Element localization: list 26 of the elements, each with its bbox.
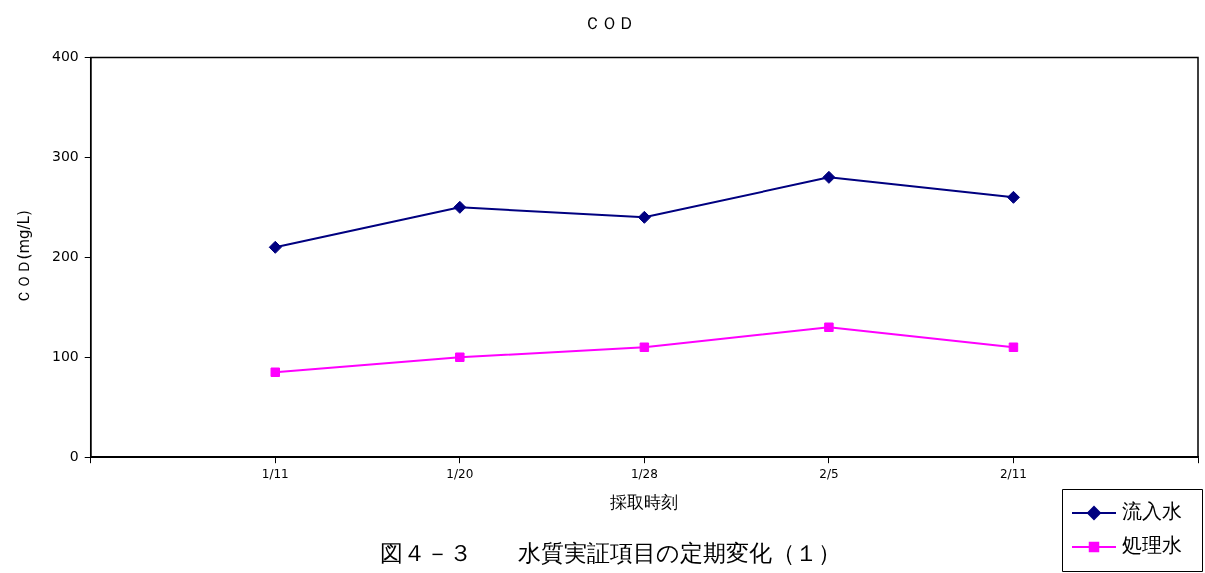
point <box>1008 342 1019 352</box>
legend-label: 処理水 <box>1122 533 1182 558</box>
point <box>824 322 834 333</box>
x-tick-label: 1/28 <box>630 466 658 481</box>
y-axis-title: ＣＯＤ(mg/L) <box>14 210 33 305</box>
point <box>639 342 650 352</box>
point <box>270 367 281 377</box>
y-tick-label: 300 <box>51 147 79 164</box>
x-tick-label: 2/5 <box>819 466 839 481</box>
x-tick-label: 1/11 <box>261 466 289 481</box>
legend-label: 流入水 <box>1122 499 1182 524</box>
y-tick-label: 0 <box>69 447 79 464</box>
x-tick-label: 2/11 <box>999 466 1027 481</box>
x-axis-title: 採取時刻 <box>610 492 679 513</box>
point <box>455 352 465 362</box>
point <box>1006 190 1020 204</box>
y-tick-label: 100 <box>51 347 79 364</box>
point <box>637 210 651 224</box>
y-tick-label: 200 <box>51 247 79 264</box>
y-tick-label: 400 <box>51 48 79 65</box>
point <box>268 240 282 254</box>
caption: 図４－３ 水質実証項目の定期変化（１） <box>380 540 841 567</box>
chart-title: ＣＯＤ <box>584 12 635 33</box>
x-tick-label: 1/20 <box>446 466 474 481</box>
point <box>453 200 467 214</box>
point <box>822 170 836 184</box>
